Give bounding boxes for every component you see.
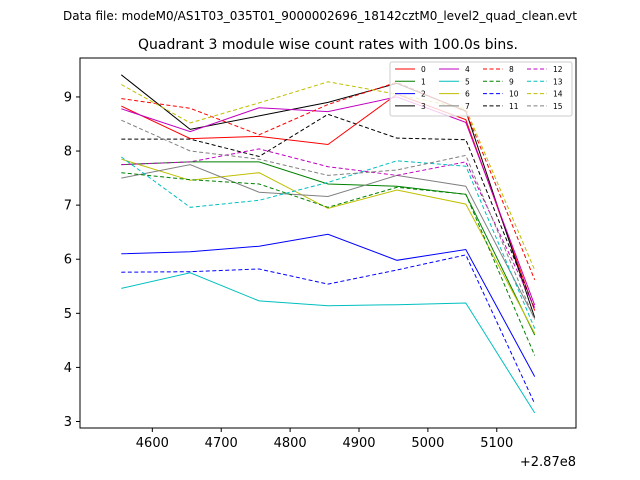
- legend-label-1: 1: [421, 77, 426, 86]
- x-tick-label: 4900: [342, 436, 375, 451]
- legend-label-8: 8: [509, 65, 514, 74]
- legend-label-12: 12: [553, 65, 563, 74]
- legend-box: [389, 61, 573, 117]
- series-line-13: [121, 156, 536, 329]
- series-line-5: [121, 272, 536, 414]
- series-line-15: [121, 119, 536, 320]
- legend-label-10: 10: [509, 90, 519, 99]
- series-line-10: [121, 254, 536, 404]
- y-tick-label: 3: [64, 415, 72, 430]
- x-axis: 4600 4700 4800 4900 5000 5100: [136, 428, 513, 451]
- y-tick-label: 5: [64, 307, 72, 322]
- series-line-12: [121, 148, 536, 309]
- legend-label-0: 0: [421, 65, 426, 74]
- series-line-6: [121, 158, 536, 334]
- x-tick-label: 5000: [411, 436, 444, 451]
- legend-label-6: 6: [465, 90, 470, 99]
- legend-label-15: 15: [553, 102, 563, 111]
- y-tick-label: 4: [64, 361, 72, 376]
- legend-label-3: 3: [421, 102, 426, 111]
- x-tick-label: 5100: [480, 436, 513, 451]
- x-tick-label: 4700: [205, 436, 238, 451]
- x-tick-label: 4800: [274, 436, 307, 451]
- series-line-4: [121, 96, 536, 306]
- y-tick-label: 6: [64, 253, 72, 268]
- x-offset-label: +2.87e8: [520, 455, 576, 470]
- legend-label-4: 4: [465, 65, 470, 74]
- data-file-suptitle: Data file: modeM0/AS1T03_035T01_90000026…: [63, 9, 577, 23]
- series-line-14: [121, 81, 536, 271]
- y-tick-label: 9: [64, 90, 72, 105]
- axes-frame: [79, 57, 577, 429]
- legend-label-5: 5: [465, 77, 470, 86]
- series-line-9: [121, 172, 536, 356]
- legend-label-9: 9: [509, 77, 514, 86]
- chart-title: Quadrant 3 module wise count rates with …: [138, 37, 518, 53]
- x-tick-label: 4600: [136, 436, 169, 451]
- series-line-1: [121, 161, 536, 336]
- legend-label-13: 13: [553, 77, 563, 86]
- legend-label-2: 2: [421, 90, 426, 99]
- series-line-11: [121, 113, 536, 310]
- legend-label-14: 14: [553, 90, 563, 99]
- series-line-7: [121, 164, 536, 319]
- y-axis: 3 4 5 6 7 8 9: [64, 90, 80, 430]
- y-tick-label: 8: [64, 145, 72, 160]
- legend-label-11: 11: [509, 102, 519, 111]
- plot-lines: [120, 74, 536, 414]
- series-line-2: [121, 233, 536, 377]
- y-tick-label: 7: [64, 199, 72, 214]
- series-line-0: [121, 93, 536, 311]
- legend-label-7: 7: [465, 102, 470, 111]
